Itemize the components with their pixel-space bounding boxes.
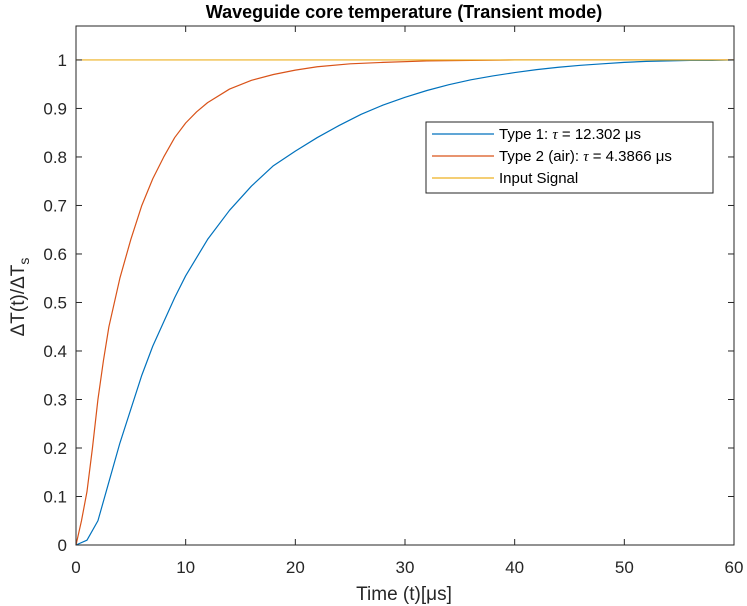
y-tick-label: 0.1 — [43, 487, 67, 506]
series-line-1 — [75, 59, 735, 546]
legend-label-prefix: Type 1: — [499, 126, 552, 143]
series-group — [75, 59, 735, 546]
x-tick-label: 30 — [396, 558, 415, 577]
legend-items: Type 1: τ = 12.302 μs Type 2 (air): τ = 4… — [432, 126, 672, 187]
legend-label-suffix: = 4.3866 μs — [589, 148, 672, 165]
y-tick-label: 0.3 — [43, 390, 67, 409]
plot-area: 0 10 20 30 40 50 60 0 0.1 0.2 0.3 0.4 0.5 0.6 0.7 0.8 0.… — [43, 25, 743, 577]
x-tick-label: 20 — [286, 558, 305, 577]
x-tick-label: 60 — [725, 558, 744, 577]
legend-label-3: Input Signal — [499, 170, 578, 187]
axes-box — [75, 25, 735, 546]
y-axis-title-main: ΔT(t)/ΔT — [8, 264, 29, 336]
x-tick-label: 40 — [505, 558, 524, 577]
legend-label-prefix: Input Signal — [499, 170, 578, 187]
x-axis-title: Time (t)[μs] — [356, 584, 452, 605]
tick-labels-group: 0 10 20 30 40 50 60 0 0.1 0.2 0.3 0.4 0.5 0.6 0.7 0.8 0.… — [43, 51, 743, 577]
y-tick-label: 0.4 — [43, 342, 67, 361]
legend-label-tau-symbol: τ — [552, 127, 558, 143]
chart-title: Waveguide core temperature (Transient mo… — [206, 2, 602, 22]
y-tick-label: 0.6 — [43, 245, 67, 264]
legend-label-2: Type 2 (air): τ = 4.3866 μs — [499, 148, 672, 165]
y-axis-title: ΔT(t)/ΔTs — [8, 258, 32, 337]
series-line-2 — [75, 59, 734, 546]
legend-label-suffix: = 12.302 μs — [558, 126, 641, 143]
legend-label-1: Type 1: τ = 12.302 μs — [499, 126, 641, 143]
y-tick-label: 0 — [58, 536, 67, 555]
y-tick-label: 0.7 — [43, 196, 67, 215]
legend-label-tau-symbol: τ — [583, 149, 589, 165]
y-tick-label: 0.2 — [43, 439, 67, 458]
legend: Type 1: τ = 12.302 μs Type 2 (air): τ = 4… — [425, 121, 714, 194]
x-tick-label: 50 — [615, 558, 634, 577]
legend-label-prefix: Type 2 (air): — [499, 148, 583, 165]
y-tick-label: 1 — [58, 51, 67, 70]
y-tick-label: 0.8 — [43, 148, 67, 167]
ticks-group — [75, 26, 735, 546]
x-tick-label: 10 — [176, 558, 195, 577]
y-tick-label: 0.5 — [43, 293, 67, 312]
y-tick-label: 0.9 — [43, 99, 67, 118]
y-axis-title-subscript: s — [16, 258, 32, 265]
x-tick-label: 0 — [71, 558, 80, 577]
